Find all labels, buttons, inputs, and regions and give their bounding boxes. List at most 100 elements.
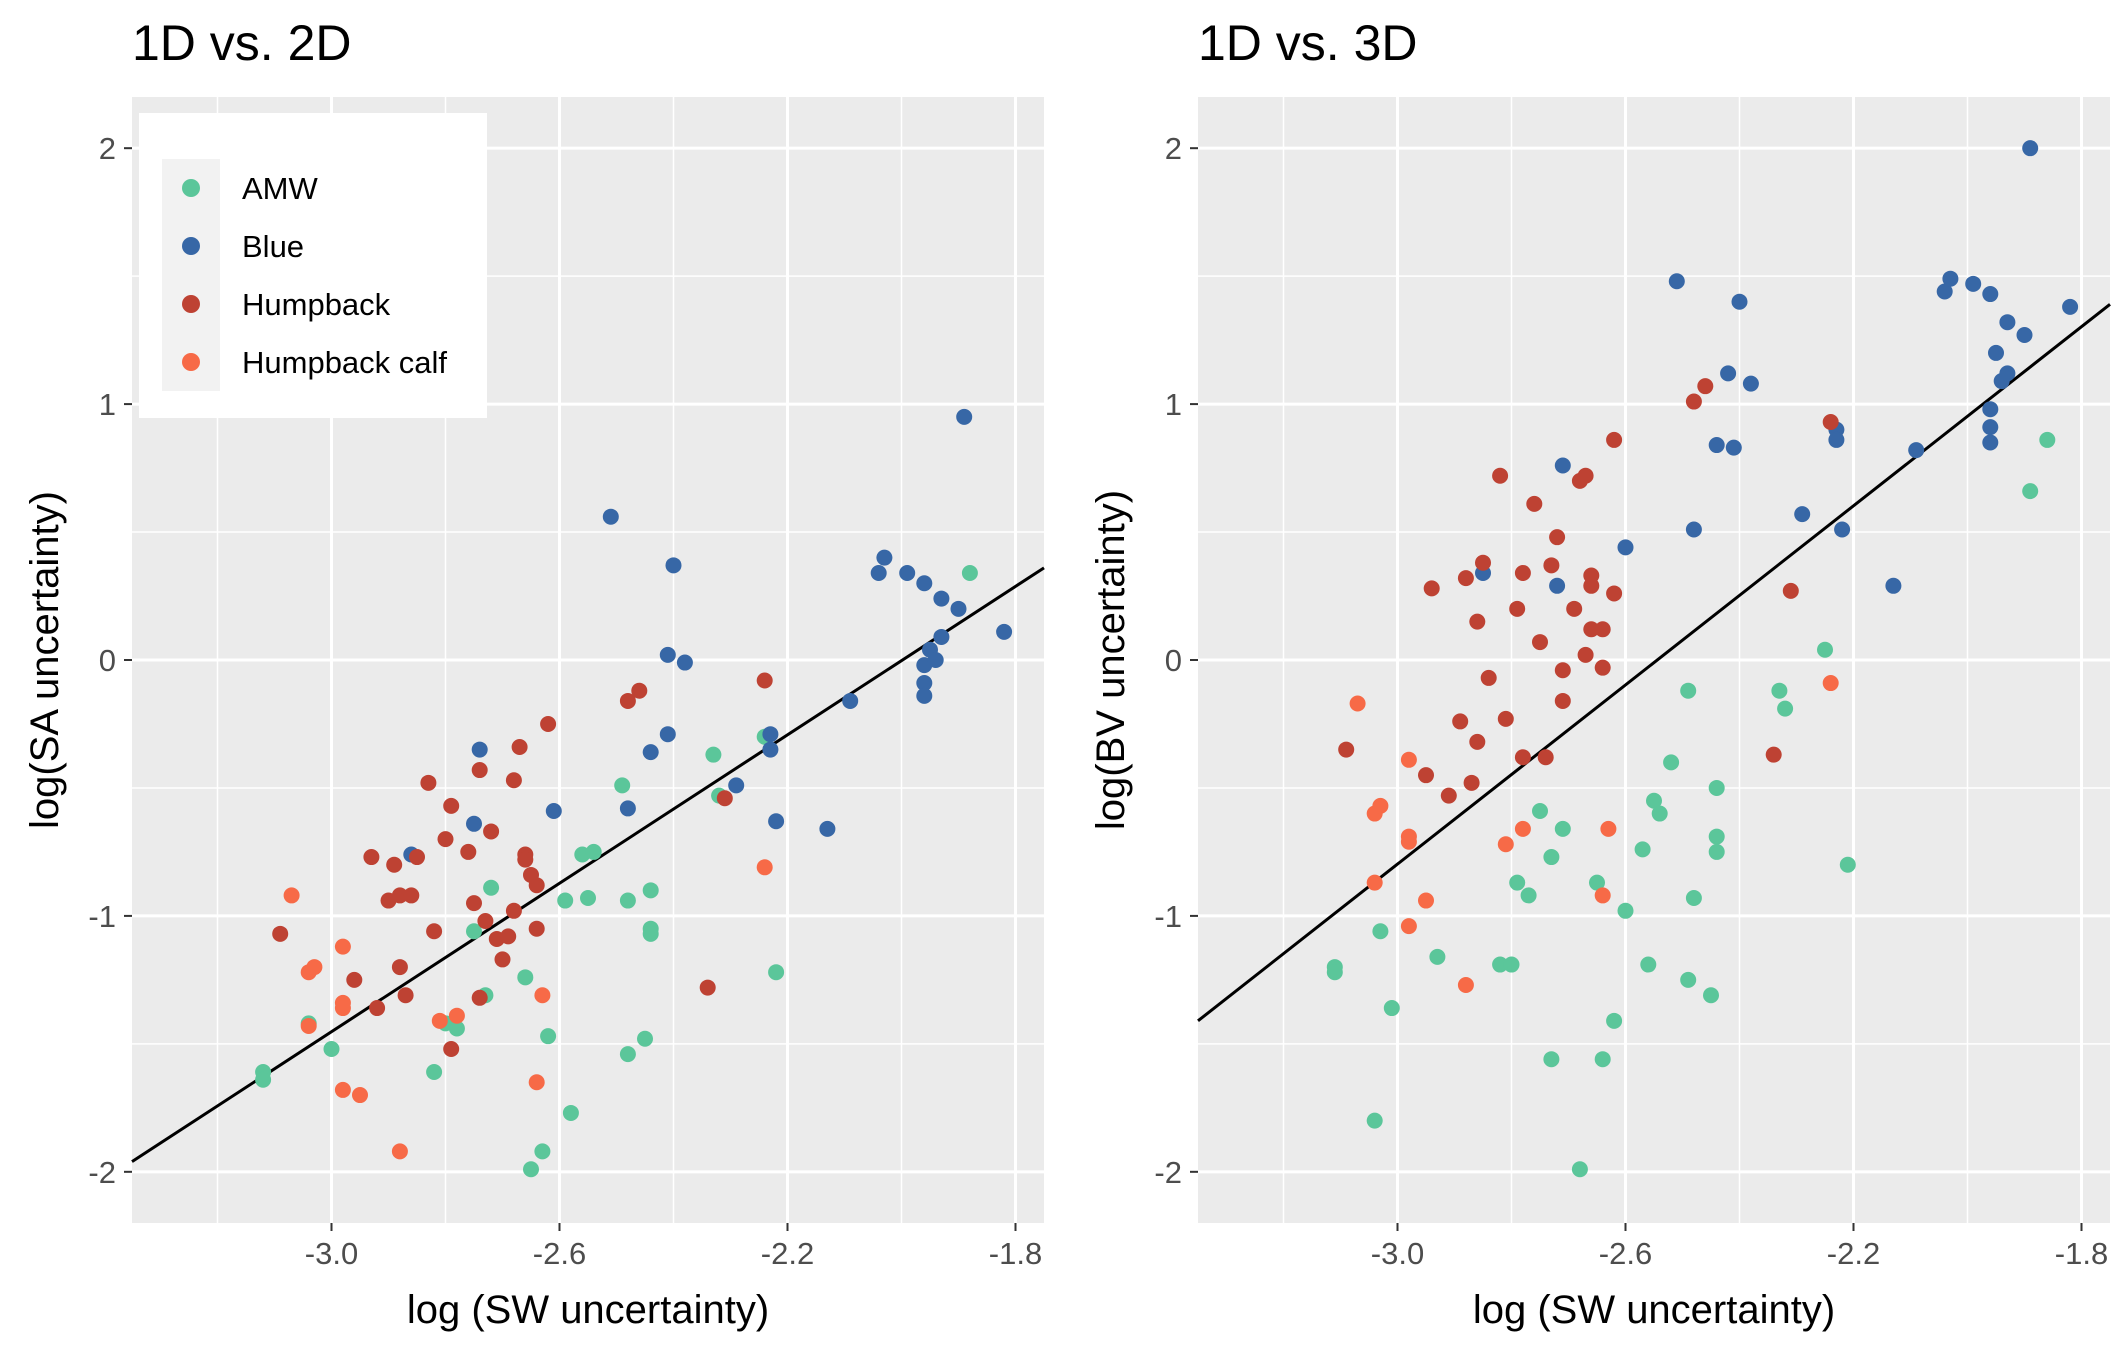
x-tick-label: -1.8 (989, 1236, 1042, 1271)
point-humpback (460, 843, 477, 860)
point-humpback-calf (534, 987, 551, 1004)
point-amw (1594, 1051, 1611, 1068)
point-humpback (619, 692, 636, 709)
point-humpback (272, 925, 289, 942)
point-humpback (426, 923, 443, 940)
point-humpback-calf (528, 1074, 545, 1091)
point-blue (819, 820, 836, 837)
point-humpback (1526, 495, 1543, 512)
point-humpback-calf (756, 859, 773, 876)
point-blue (933, 590, 950, 607)
point-amw (1640, 956, 1657, 973)
point-humpback (1514, 564, 1531, 581)
point-blue (659, 646, 676, 663)
point-blue (1965, 275, 1982, 292)
point-humpback (1549, 529, 1566, 546)
x-tick-label: -3.0 (1371, 1236, 1424, 1271)
point-humpback-calf (283, 887, 300, 904)
x-axis-title: log (SW uncertainty) (1473, 1288, 1835, 1332)
point-humpback (505, 772, 522, 789)
point-amw (1817, 641, 1833, 658)
point-amw (1509, 874, 1526, 891)
point-amw (1366, 1112, 1383, 1129)
point-blue (1742, 375, 1759, 392)
point-humpback (500, 928, 517, 945)
point-amw (255, 1071, 272, 1088)
point-amw (1680, 971, 1697, 988)
point-blue (1834, 521, 1851, 538)
point-blue (2022, 140, 2039, 157)
point-amw (642, 882, 659, 899)
point-amw (614, 777, 631, 794)
point-humpback-calf (1400, 918, 1417, 935)
x-axis-title: log (SW uncertainty) (407, 1288, 769, 1332)
point-blue (916, 675, 933, 692)
point-humpback (1440, 787, 1457, 804)
point-amw (961, 564, 978, 581)
point-humpback (1697, 378, 1714, 395)
point-blue (728, 777, 745, 794)
point-amw (1703, 987, 1719, 1004)
point-humpback (494, 951, 511, 968)
point-amw (642, 925, 659, 942)
panel-1d-vs-2d: 1D vs. 2D -3.0 -2.6 -2.2 -1.8 -2 -1 0 1 2 log (… (23, 15, 1045, 1332)
point-humpback (1554, 692, 1571, 709)
y-tick-label: 2 (99, 131, 116, 166)
point-humpback (1475, 554, 1491, 571)
point-humpback-calf (1418, 892, 1434, 909)
point-humpback (1532, 634, 1548, 651)
point-blue (876, 549, 893, 566)
point-humpback-calf (391, 1143, 408, 1160)
point-humpback (1583, 577, 1600, 594)
point-humpback (511, 739, 528, 756)
y-tick-label: 0 (1165, 643, 1182, 678)
point-blue (933, 628, 950, 645)
point-amw (619, 1046, 636, 1063)
legend-dot-humpback-calf (182, 353, 200, 371)
point-humpback-calf (1400, 833, 1417, 850)
point-blue (927, 652, 944, 668)
point-humpback-calf (300, 1017, 317, 1034)
point-humpback (699, 979, 716, 996)
point-blue (1685, 521, 1702, 538)
point-blue (1982, 434, 1999, 451)
point-humpback (1765, 746, 1782, 763)
panel-title: 1D vs. 3D (1198, 15, 1418, 71)
point-humpback (1566, 600, 1583, 617)
y-axis-title: log(SA uncertainty) (23, 491, 67, 829)
point-amw (1383, 1000, 1400, 1017)
point-blue (619, 800, 636, 817)
point-humpback (1457, 570, 1474, 587)
point-amw (619, 892, 636, 909)
point-amw (585, 843, 602, 860)
point-amw (637, 1030, 653, 1047)
point-humpback (409, 849, 425, 866)
point-humpback-calf (1372, 797, 1389, 814)
point-amw (1651, 805, 1668, 822)
point-humpback (1469, 733, 1486, 750)
point-humpback-calf (352, 1087, 368, 1104)
point-humpback (1463, 774, 1480, 791)
point-humpback (716, 790, 733, 807)
major-grid (1198, 97, 2110, 1223)
point-humpback-calf (334, 938, 351, 955)
point-blue (1936, 283, 1953, 300)
point-amw (1589, 874, 1605, 891)
point-blue (1554, 457, 1571, 474)
point-blue (466, 815, 482, 832)
point-amw (1372, 923, 1389, 940)
point-amw (557, 892, 574, 909)
y-axis: -2 -1 0 1 2 (88, 131, 132, 1190)
point-humpback (1554, 662, 1571, 679)
point-humpback (437, 831, 454, 848)
point-blue (1549, 577, 1566, 594)
point-blue (1617, 539, 1634, 556)
point-blue (996, 623, 1013, 640)
point-humpback (1418, 767, 1434, 784)
point-blue (676, 654, 693, 671)
point-amw (1532, 802, 1548, 819)
point-amw (1839, 856, 1856, 873)
fit-line (1197, 303, 2111, 1023)
point-blue (1982, 286, 1999, 303)
